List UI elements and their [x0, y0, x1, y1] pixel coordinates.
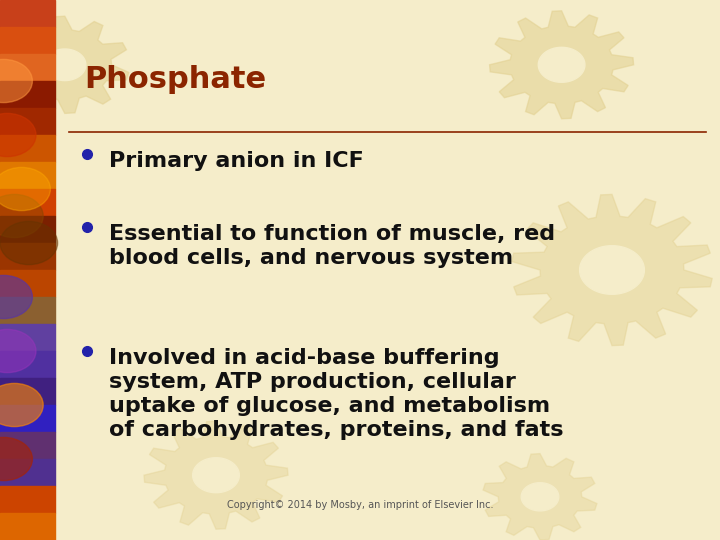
Circle shape [0, 59, 32, 103]
Bar [0, 27, 55, 54]
Bar [0, 81, 55, 108]
Bar [0, 405, 55, 432]
Bar [0, 432, 55, 459]
Polygon shape [144, 421, 288, 529]
Bar [0, 324, 55, 351]
Bar [0, 486, 55, 513]
Circle shape [0, 194, 43, 238]
Polygon shape [490, 11, 634, 119]
Text: Involved in acid-base buffering
system, ATP production, cellular
uptake of gluco: Involved in acid-base buffering system, … [109, 348, 564, 440]
Circle shape [0, 383, 43, 427]
Polygon shape [580, 246, 644, 294]
Polygon shape [521, 483, 559, 511]
Text: Phosphate: Phosphate [84, 65, 266, 94]
Polygon shape [1, 16, 129, 113]
Circle shape [0, 113, 36, 157]
Bar [0, 135, 55, 162]
Bar [0, 513, 55, 540]
Polygon shape [44, 49, 86, 80]
Bar [0, 108, 55, 135]
Bar [0, 459, 55, 486]
Bar [0, 378, 55, 405]
Circle shape [0, 167, 50, 211]
Polygon shape [512, 194, 712, 346]
Circle shape [0, 275, 32, 319]
Bar [0, 162, 55, 189]
Text: Essential to function of muscle, red
blood cells, and nervous system: Essential to function of muscle, red blo… [109, 224, 555, 268]
Bar [0, 189, 55, 216]
Bar [0, 351, 55, 378]
Bar [0, 54, 55, 81]
Bar [0, 243, 55, 270]
Polygon shape [193, 458, 239, 492]
Bar [0, 216, 55, 243]
Bar [0, 297, 55, 324]
Text: Primary anion in ICF: Primary anion in ICF [109, 151, 364, 171]
Polygon shape [483, 454, 597, 540]
Polygon shape [539, 48, 585, 82]
Bar [0, 270, 55, 297]
Circle shape [0, 437, 32, 481]
Circle shape [0, 221, 58, 265]
Text: Copyright© 2014 by Mosby, an imprint of Elsevier Inc.: Copyright© 2014 by Mosby, an imprint of … [227, 500, 493, 510]
Bar [0, 0, 55, 27]
Circle shape [0, 329, 36, 373]
